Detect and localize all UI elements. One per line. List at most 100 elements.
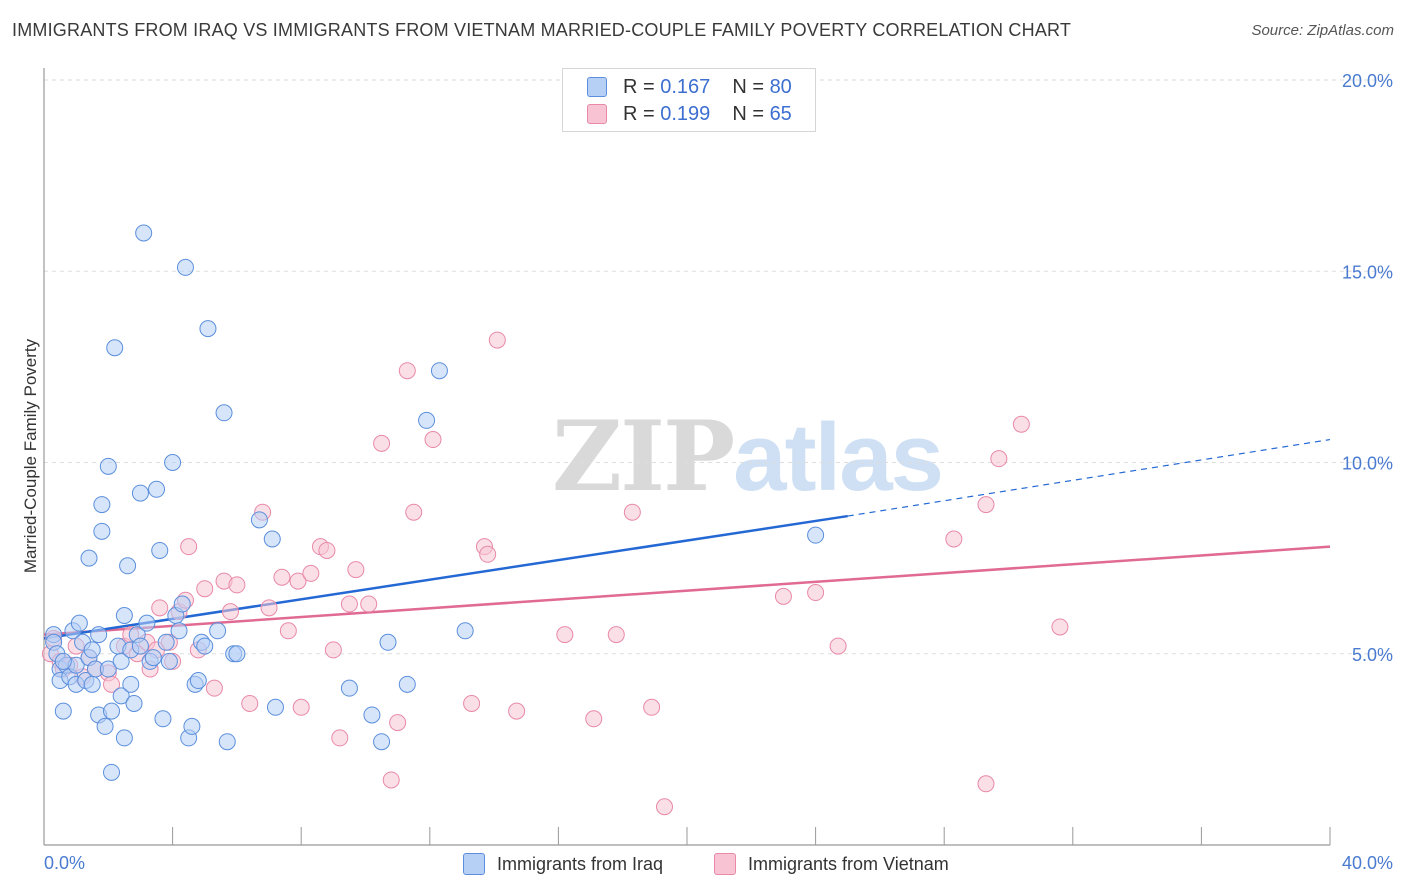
- iraq-point: [90, 626, 108, 644]
- iraq-point: [103, 702, 121, 720]
- vietnam-point: [324, 641, 342, 659]
- legend-r-label: R =: [623, 75, 655, 98]
- iraq-trend-line-extension: [847, 438, 1331, 517]
- legend-swatch-iraq: [587, 77, 607, 97]
- legend-n-value: 80: [769, 75, 792, 98]
- vietnam-point: [655, 798, 673, 816]
- legend-swatch-vietnam: [587, 104, 607, 124]
- vietnam-point: [318, 541, 336, 559]
- legend-n-label: N =: [732, 102, 764, 125]
- vietnam-point: [331, 729, 349, 747]
- vietnam-point: [829, 637, 847, 655]
- vietnam-point: [643, 698, 661, 716]
- vietnam-point: [1012, 415, 1030, 433]
- iraq-point: [138, 614, 156, 632]
- iraq-point: [250, 511, 268, 529]
- vietnam-point: [977, 496, 995, 514]
- vietnam-point: [488, 331, 506, 349]
- vietnam-point: [1051, 618, 1069, 636]
- iraq-point: [70, 614, 88, 632]
- iraq-point: [80, 549, 98, 567]
- iraq-point: [119, 557, 137, 575]
- bottom-legend-iraq: Immigrants from Iraq: [463, 852, 663, 876]
- watermark: ZIPatlas: [552, 400, 944, 513]
- iraq-point: [54, 652, 72, 670]
- iraq-point: [373, 733, 391, 751]
- iraq-point: [106, 339, 124, 357]
- vietnam-point: [205, 679, 223, 697]
- legend-r-label: R =: [623, 102, 655, 125]
- iraq-point: [83, 675, 101, 693]
- vietnam-point: [607, 626, 625, 644]
- iraq-point: [228, 645, 246, 663]
- vietnam-point: [302, 564, 320, 582]
- vietnam-point: [360, 595, 378, 613]
- vietnam-point: [382, 771, 400, 789]
- legend-n-label: N =: [732, 75, 764, 98]
- vietnam-point: [347, 561, 365, 579]
- iraq-point: [363, 706, 381, 724]
- vietnam-point: [340, 595, 358, 613]
- iraq-point: [340, 679, 358, 697]
- vietnam-point: [977, 775, 995, 793]
- bottom-legend-swatch-vietnam: [714, 853, 736, 875]
- iraq-point: [83, 641, 101, 659]
- source-label: Source: ZipAtlas.com: [1251, 22, 1394, 39]
- vietnam-point: [273, 568, 291, 586]
- iraq-point: [112, 687, 130, 705]
- iraq-point: [164, 454, 182, 471]
- vietnam-point: [990, 450, 1008, 468]
- iraq-point: [115, 607, 133, 624]
- vietnam-trend-line: [43, 545, 1331, 636]
- iraq-point: [103, 763, 121, 781]
- vietnam-point: [508, 702, 526, 720]
- vietnam-point: [260, 599, 278, 617]
- iraq-point: [131, 484, 149, 502]
- iraq-point: [112, 652, 130, 670]
- iraq-point: [99, 457, 117, 475]
- iraq-point: [266, 698, 284, 716]
- iraq-point: [176, 258, 194, 276]
- iraq-point: [125, 694, 143, 712]
- vietnam-point: [463, 694, 481, 712]
- iraq-point: [93, 522, 111, 540]
- iraq-point: [183, 717, 201, 735]
- y-tick-label: 10.0%: [1342, 454, 1393, 474]
- vietnam-point: [945, 530, 963, 548]
- iraq-point: [54, 702, 72, 720]
- x-tick-label: 40.0%: [1342, 853, 1393, 873]
- iraq-point: [398, 675, 416, 693]
- iraq-point: [115, 729, 133, 747]
- y-tick-label: 20.0%: [1342, 71, 1393, 91]
- y-tick-label: 5.0%: [1352, 645, 1393, 665]
- iraq-point: [189, 672, 207, 690]
- iraq-point: [199, 320, 217, 338]
- x-tick-label: 0.0%: [44, 853, 85, 873]
- vietnam-point: [479, 545, 497, 563]
- iraq-point: [215, 404, 233, 422]
- iraq-point: [418, 411, 436, 429]
- axes: [43, 68, 1331, 846]
- vietnam-point: [398, 362, 416, 380]
- legend: R = 0.167 N = 80 R = 0.199 N = 65: [562, 68, 816, 132]
- iraq-point: [430, 362, 448, 380]
- vietnam-point: [373, 434, 391, 452]
- watermark-atlas: atlas: [733, 404, 944, 511]
- vietnam-point: [279, 622, 297, 640]
- bottom-legend-vietnam: Immigrants from Vietnam: [714, 852, 949, 876]
- vietnam-point: [424, 431, 442, 449]
- iraq-point: [209, 622, 227, 640]
- bottom-legend-swatch-iraq: [463, 853, 485, 875]
- vietnam-point: [585, 710, 603, 728]
- legend-r-value: 0.199: [660, 102, 711, 125]
- bottom-legend-label-vietnam: Immigrants from Vietnam: [748, 853, 949, 874]
- tick-labels: 5.0% 10.0% 15.0% 20.0% 0.0% 40.0%: [44, 71, 1393, 873]
- iraq-point: [148, 480, 166, 498]
- chart-title: IMMIGRANTS FROM IRAQ VS IMMIGRANTS FROM …: [12, 20, 1072, 40]
- iraq-point: [96, 717, 114, 735]
- vietnam-point: [556, 626, 574, 644]
- data-points: [41, 224, 1069, 816]
- vietnam-point: [241, 694, 259, 712]
- iraq-point: [807, 526, 825, 544]
- y-axis-label: Married-Couple Family Poverty: [21, 338, 40, 573]
